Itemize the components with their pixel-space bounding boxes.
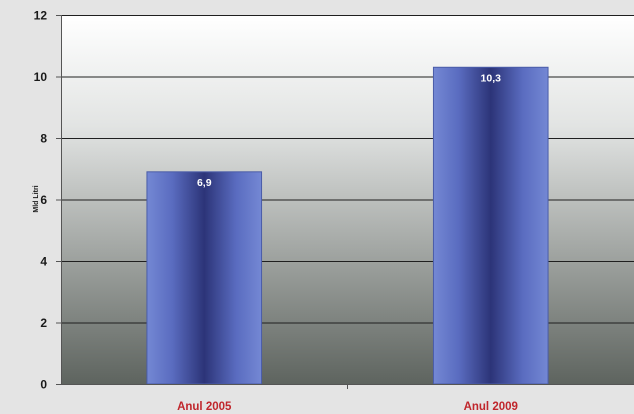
y-tick-label-10: 10 [34,70,48,84]
category-label-2: Anul 2009 [464,401,518,413]
y-tick-label-2: 2 [40,316,47,330]
category-label-1: Anul 2005 [177,401,232,413]
y-tick-label-0: 0 [40,378,47,392]
y-tick-label-6: 6 [40,193,47,207]
bar-1 [146,171,263,385]
y-axis-title: Mld Litri [33,185,40,212]
bar-2 [432,66,549,385]
bar-value-label-1: 6,9 [197,177,212,189]
y-tick-label-8: 8 [40,132,47,146]
bar-value-label-2: 10,3 [481,72,502,84]
y-tick-label-12: 12 [34,9,48,23]
y-tick-label-4: 4 [40,255,47,269]
